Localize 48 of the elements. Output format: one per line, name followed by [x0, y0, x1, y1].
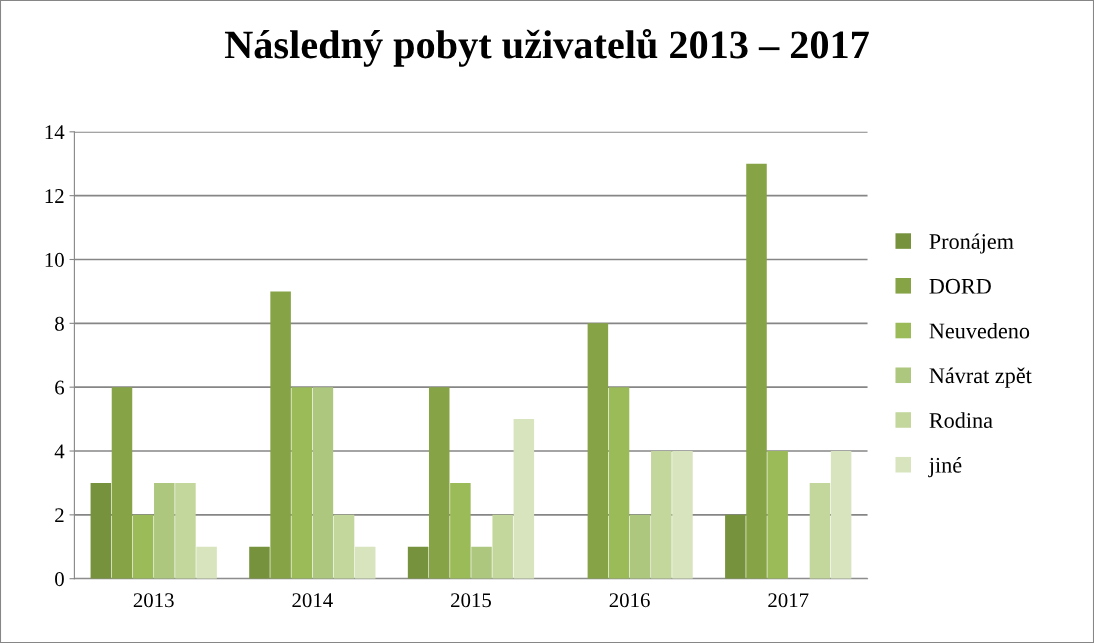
bar [270, 291, 291, 579]
chart-title: Následný pobyt uživatelů 2013 – 2017 [224, 28, 869, 67]
legend-label: Neuvedeno [929, 322, 1030, 339]
bar [196, 546, 217, 579]
bar [725, 514, 746, 579]
x-tick-label: 2014 [292, 593, 333, 608]
bar [492, 514, 513, 579]
bar [312, 387, 334, 579]
x-tick-label: 2016 [609, 593, 650, 608]
bar [587, 323, 609, 579]
bar [249, 546, 270, 579]
bar [608, 387, 630, 579]
legend-label: DORD [929, 278, 991, 294]
bar [629, 514, 651, 579]
y-tick-label: 4 [54, 444, 65, 459]
bar [830, 451, 852, 579]
legend-label: Pronájem [929, 233, 1014, 254]
bar [746, 163, 767, 579]
bar [809, 482, 831, 579]
bar [513, 419, 535, 579]
bar [767, 451, 788, 579]
legend-label: Rodina [929, 412, 993, 428]
legend-label: Návrat zpět [929, 367, 1032, 388]
y-tick-label: 10 [45, 252, 64, 267]
bar [450, 482, 471, 579]
bar [354, 546, 376, 579]
bar [175, 482, 196, 579]
bar [90, 482, 112, 579]
y-tick-label: 14 [45, 125, 65, 140]
x-tick-label: 2013 [133, 593, 174, 608]
y-tick-label: 12 [45, 189, 64, 203]
x-tick-label: 2017 [768, 593, 809, 608]
bar [407, 546, 429, 579]
y-tick-label: 8 [55, 316, 64, 331]
bar [471, 546, 492, 579]
bar [428, 387, 450, 579]
y-tick-label: 0 [55, 572, 64, 587]
bar [651, 451, 672, 579]
legend-label: jiné [928, 457, 962, 478]
x-tick-label: 2015 [451, 593, 491, 608]
bar [154, 482, 175, 579]
y-tick-label: 6 [55, 380, 65, 395]
bar [672, 451, 693, 579]
bar [291, 387, 313, 579]
bar [132, 514, 154, 579]
bar [333, 514, 355, 579]
bar [111, 387, 133, 579]
y-tick-label: 2 [55, 508, 64, 523]
